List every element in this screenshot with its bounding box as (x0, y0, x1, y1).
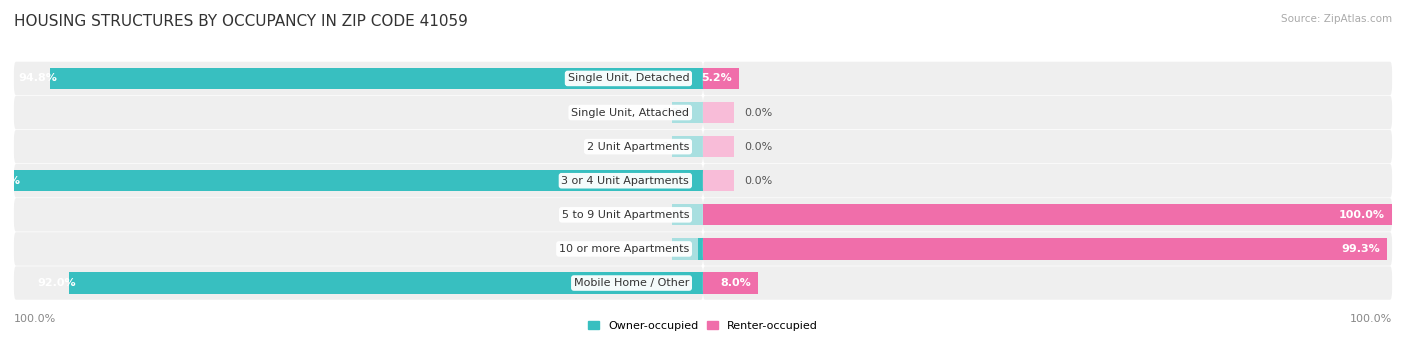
Bar (703, 204, 1392, 225)
Text: 100.0%: 100.0% (14, 314, 56, 324)
Text: 8.0%: 8.0% (720, 278, 751, 288)
Bar (672, 204, 703, 225)
FancyBboxPatch shape (14, 266, 703, 300)
Bar (672, 136, 703, 157)
Text: 0.0%: 0.0% (744, 176, 772, 186)
Bar (703, 204, 734, 225)
Bar (703, 102, 734, 123)
Text: 94.8%: 94.8% (18, 73, 56, 84)
Bar (703, 238, 1388, 260)
Legend: Owner-occupied, Renter-occupied: Owner-occupied, Renter-occupied (583, 316, 823, 336)
FancyBboxPatch shape (703, 130, 1392, 163)
FancyBboxPatch shape (703, 96, 1392, 129)
FancyBboxPatch shape (14, 62, 703, 95)
Text: 10 or more Apartments: 10 or more Apartments (560, 244, 689, 254)
Text: 0.0%: 0.0% (662, 142, 690, 152)
FancyBboxPatch shape (703, 198, 1392, 232)
Text: HOUSING STRUCTURES BY OCCUPANCY IN ZIP CODE 41059: HOUSING STRUCTURES BY OCCUPANCY IN ZIP C… (14, 14, 468, 29)
FancyBboxPatch shape (703, 62, 1392, 95)
Text: 5.2%: 5.2% (702, 73, 733, 84)
FancyBboxPatch shape (14, 164, 703, 197)
Bar (14, 170, 703, 191)
Bar (703, 272, 758, 294)
Text: Source: ZipAtlas.com: Source: ZipAtlas.com (1281, 14, 1392, 24)
Text: 0.0%: 0.0% (662, 210, 690, 220)
FancyBboxPatch shape (14, 232, 703, 266)
Text: Single Unit, Attached: Single Unit, Attached (571, 107, 689, 118)
Text: 3 or 4 Unit Apartments: 3 or 4 Unit Apartments (561, 176, 689, 186)
Text: 5 to 9 Unit Apartments: 5 to 9 Unit Apartments (562, 210, 689, 220)
FancyBboxPatch shape (703, 232, 1392, 266)
Text: Single Unit, Detached: Single Unit, Detached (568, 73, 689, 84)
Text: 99.3%: 99.3% (1341, 244, 1381, 254)
Bar (672, 102, 703, 123)
Bar (703, 68, 734, 89)
Text: Mobile Home / Other: Mobile Home / Other (574, 278, 689, 288)
Bar (703, 68, 738, 89)
Bar (672, 238, 703, 260)
Text: 0.7%: 0.7% (662, 244, 690, 254)
Bar (703, 136, 734, 157)
Text: 0.0%: 0.0% (662, 107, 690, 118)
FancyBboxPatch shape (703, 164, 1392, 197)
FancyBboxPatch shape (14, 130, 703, 163)
Bar (672, 272, 703, 294)
Text: 100.0%: 100.0% (0, 176, 21, 186)
Bar (69, 272, 703, 294)
Text: 92.0%: 92.0% (38, 278, 76, 288)
Text: 100.0%: 100.0% (1350, 314, 1392, 324)
Text: 0.0%: 0.0% (744, 142, 772, 152)
FancyBboxPatch shape (703, 266, 1392, 300)
Bar (703, 272, 734, 294)
Text: 100.0%: 100.0% (1339, 210, 1385, 220)
Bar (49, 68, 703, 89)
FancyBboxPatch shape (14, 198, 703, 232)
Text: 2 Unit Apartments: 2 Unit Apartments (586, 142, 689, 152)
Text: 0.0%: 0.0% (744, 107, 772, 118)
Bar (672, 170, 703, 191)
Bar (703, 238, 734, 260)
Bar (703, 170, 734, 191)
Bar (672, 68, 703, 89)
FancyBboxPatch shape (14, 96, 703, 129)
Bar (699, 238, 703, 260)
